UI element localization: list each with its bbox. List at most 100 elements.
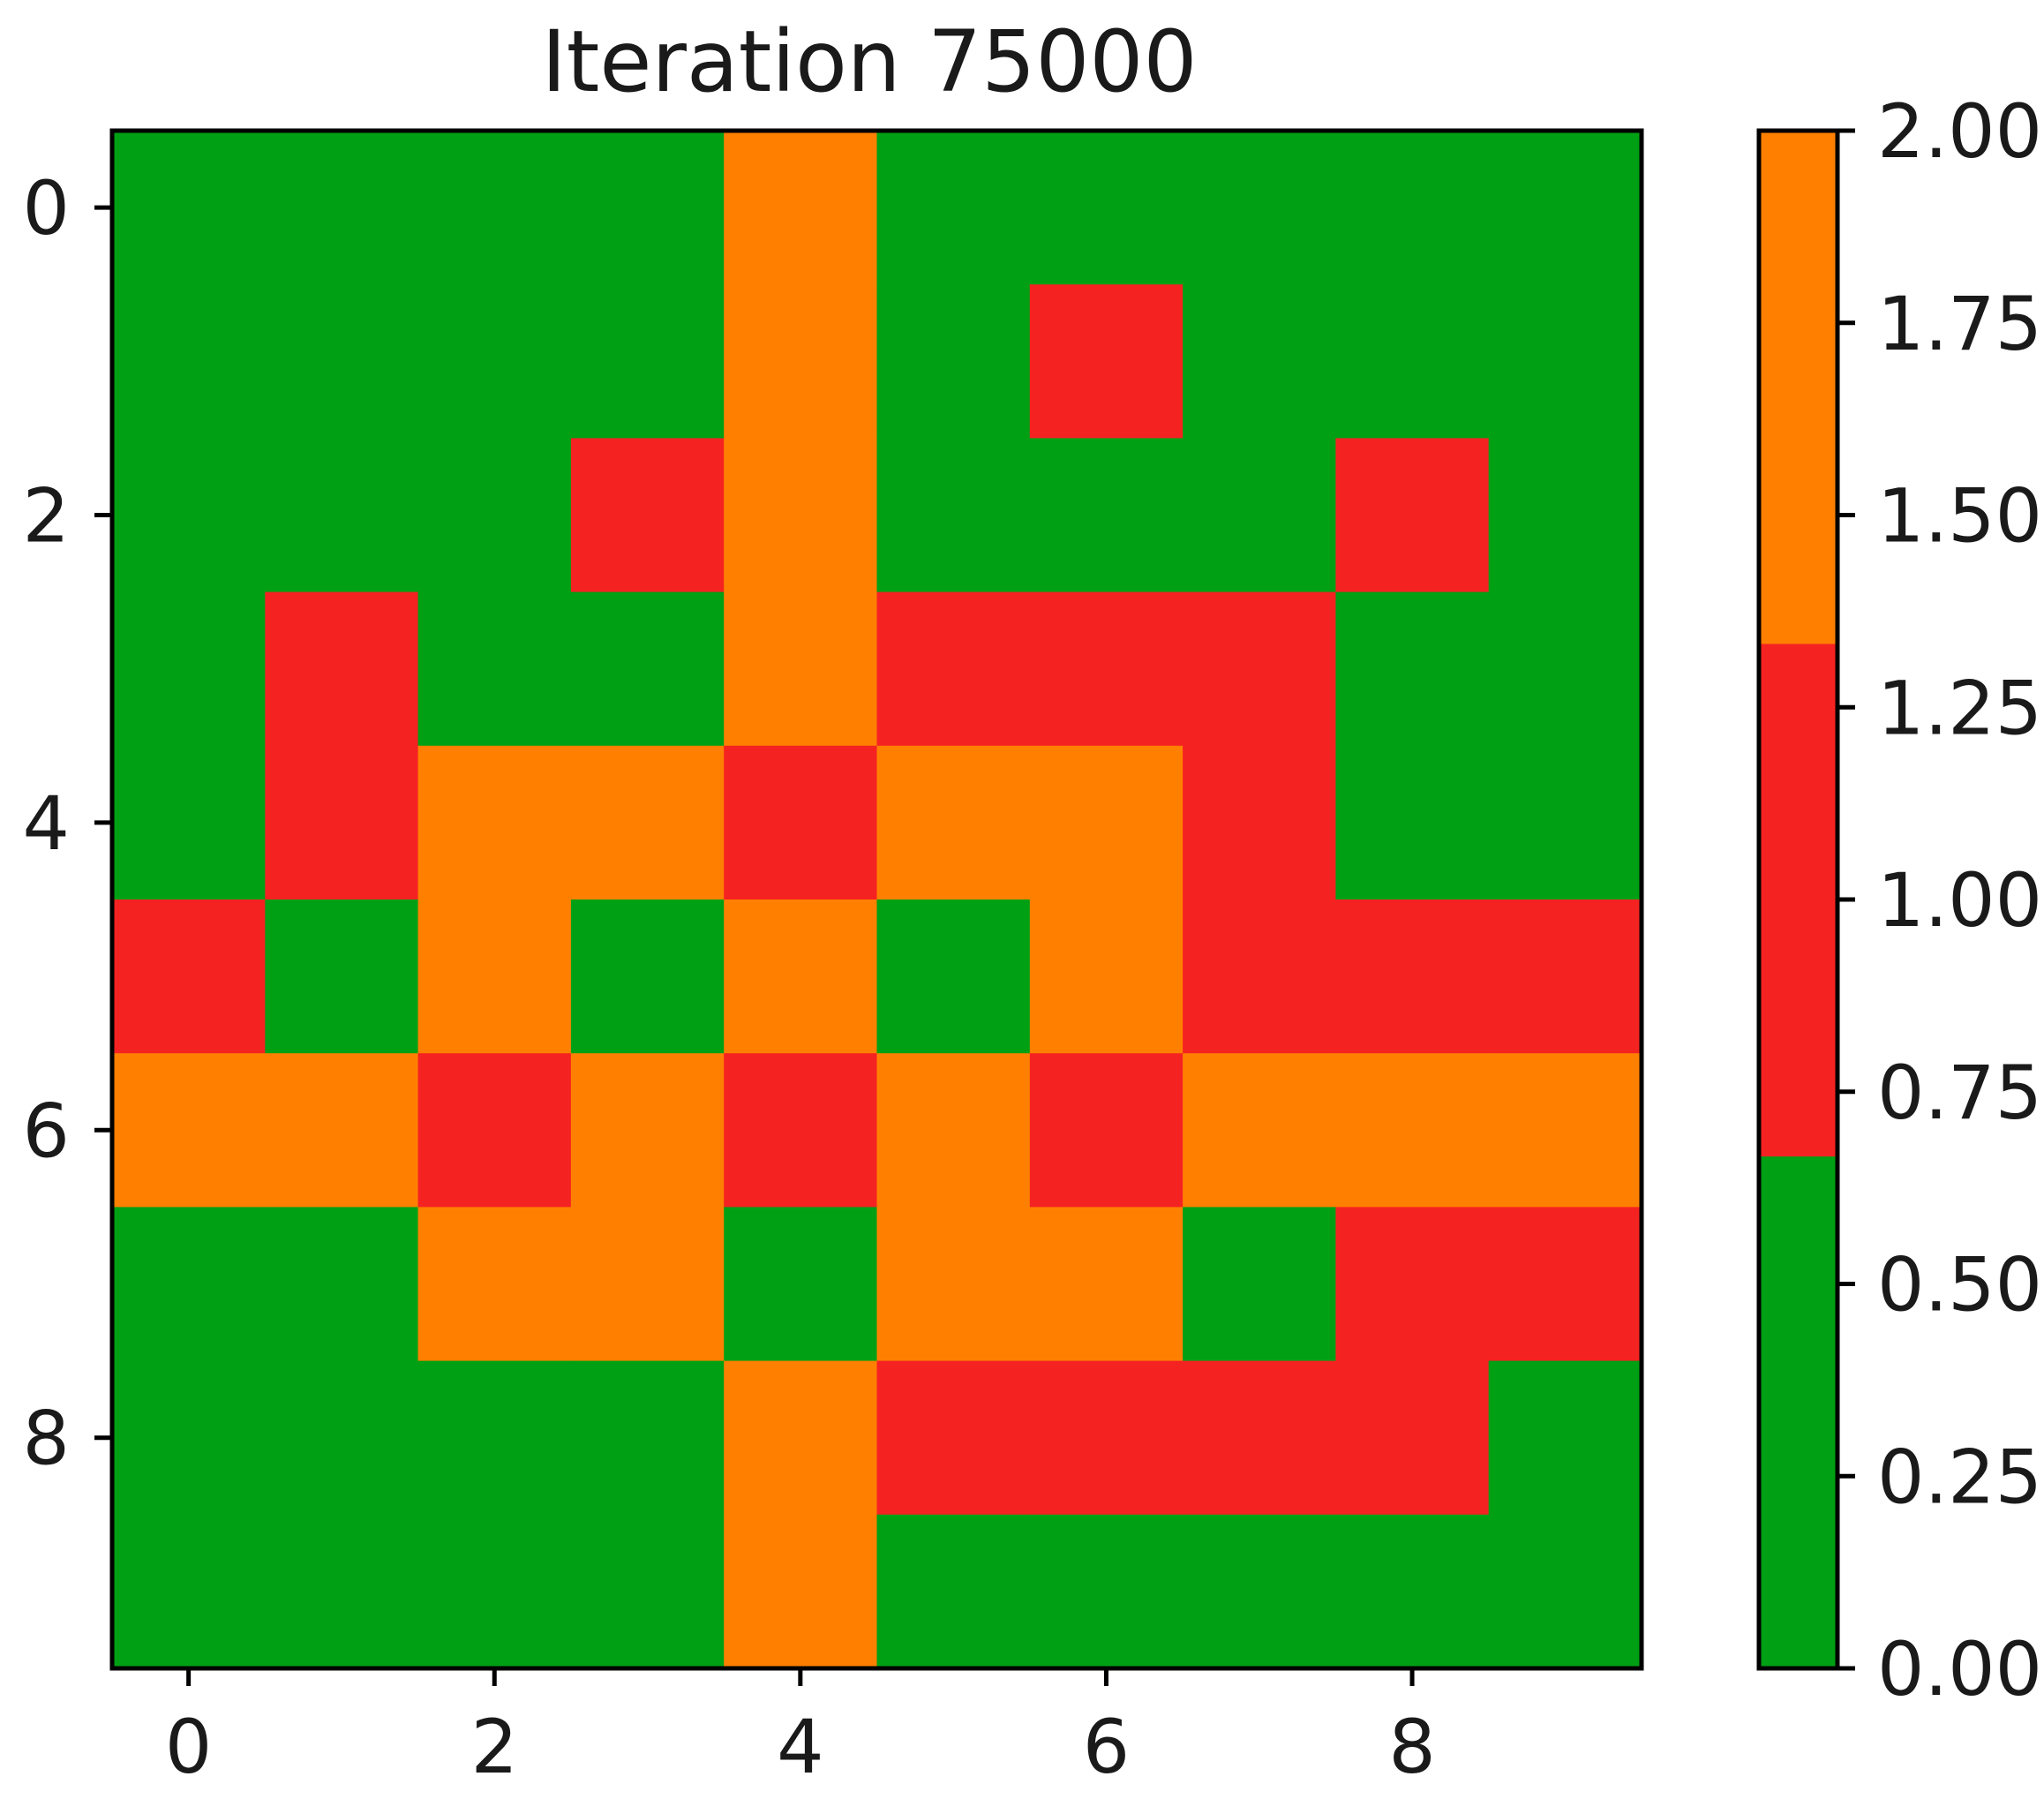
colorbar-tick-label: 0.25 [1877,1434,2042,1520]
heatmap-cell [724,1053,878,1208]
heatmap-cell [876,1360,1031,1516]
heatmap-cell [570,1514,725,1669]
heatmap-cell [265,1360,419,1516]
heatmap-cell [112,1053,267,1208]
colorbar-tick-label: 1.25 [1877,665,2042,751]
heatmap-cell [570,745,725,900]
heatmap-cell [724,284,878,440]
colorbar-tick-label: 1.50 [1877,473,2042,560]
heatmap-cell [876,284,1031,440]
y-tick-label: 4 [23,780,70,867]
heatmap-cells [112,131,1642,1669]
heatmap-cell [1335,438,1490,593]
heatmap-cell [265,438,419,593]
heatmap-cell [1335,1207,1490,1362]
heatmap-cell [1488,284,1642,440]
heatmap-cell [1488,1360,1642,1516]
heatmap-cell [876,900,1031,1054]
heatmap-cell [876,1207,1031,1362]
heatmap-cell [1029,1053,1184,1208]
heatmap-cell [724,745,878,900]
heatmap-cell [724,1360,878,1516]
heatmap-cell [112,1360,267,1516]
x-tick-label: 2 [471,1704,518,1790]
heatmap-cell [570,131,725,285]
heatmap-cell [417,745,572,900]
heatmap-cell [112,1207,267,1362]
heatmap-cell [1029,131,1184,285]
y-axis: 0 2 4 6 8 [23,165,112,1482]
heatmap-cell [570,900,725,1054]
heatmap-cell [724,900,878,1054]
colorbar-segment [1759,1155,1837,1669]
y-tick-label: 8 [23,1396,70,1482]
heatmap-cell [417,591,572,747]
chart-title: Iteration 75000 [541,12,1197,111]
y-tick-label: 0 [23,165,70,252]
x-tick-label: 8 [1388,1704,1435,1790]
x-tick-label: 4 [777,1704,823,1790]
colorbar-tick-label: 1.00 [1877,857,2042,944]
heatmap-cell [1183,284,1337,440]
heatmap-cell [876,1053,1031,1208]
heatmap-cell [1488,1514,1642,1669]
heatmap-cell [417,131,572,285]
heatmap-cell [417,284,572,440]
heatmap-cell [1335,131,1490,285]
heatmap-cell [265,1207,419,1362]
y-tick-label: 6 [23,1088,70,1174]
colorbar-tick-label: 0.75 [1877,1050,2042,1136]
heatmap-cell [265,591,419,747]
heatmap-cell [1488,131,1642,285]
colorbar-segment [1759,643,1837,1157]
heatmap-cell [876,591,1031,747]
heatmap-cell [1029,1207,1184,1362]
heatmap-cell [1183,131,1337,285]
heatmap-cell [112,1514,267,1669]
colorbar-segment [1759,131,1837,644]
heatmap-cell [1335,745,1490,900]
heatmap-cell [724,591,878,747]
colorbar-tick-label: 0.50 [1877,1242,2042,1329]
heatmap-cell [876,1514,1031,1669]
heatmap-cell [1183,1053,1337,1208]
heatmap-cell [570,591,725,747]
heatmap-cell [1029,900,1184,1054]
colorbar: 0.00 0.25 0.50 0.75 1.00 1.25 1.50 1.75 2.00 [1756,88,2042,1712]
plot-frame [109,128,1644,1671]
heatmap-cell [265,745,419,900]
heatmap-cell [724,1207,878,1362]
heatmap-cell [1029,591,1184,747]
heatmap-cell [1029,1360,1184,1516]
heatmap-cell [570,1053,725,1208]
heatmap-cell [876,438,1031,593]
heatmap-cell [1488,1207,1642,1362]
heatmap-cell [417,1360,572,1516]
heatmap-cell [112,438,267,593]
heatmap-cell [1488,745,1642,900]
heatmap-cell [1029,438,1184,593]
heatmap-cell [1183,1514,1337,1669]
colorbar-tick-label: 0.00 [1877,1626,2042,1712]
heatmap-cell [112,131,267,285]
heatmap-cell [1335,591,1490,747]
heatmap-cell [1183,1207,1337,1362]
heatmap-cell [1183,591,1337,747]
x-tick-label: 0 [165,1704,212,1790]
heatmap-cell [1335,284,1490,440]
heatmap-cell [1183,900,1337,1054]
heatmap-cell [1029,284,1184,440]
colorbar-tick-label: 1.75 [1877,281,2042,367]
heatmap-cell [1488,1053,1642,1208]
heatmap-cell [1335,1053,1490,1208]
heatmap-cell [570,438,725,593]
heatmap-cell [265,131,419,285]
heatmap-cell [417,1053,572,1208]
heatmap-cell [1183,1360,1337,1516]
heatmap-cell [876,131,1031,285]
heatmap-cell [1488,438,1642,593]
heatmap-cell [417,438,572,593]
heatmap-cell [1335,1514,1490,1669]
heatmap-cell [1029,1514,1184,1669]
